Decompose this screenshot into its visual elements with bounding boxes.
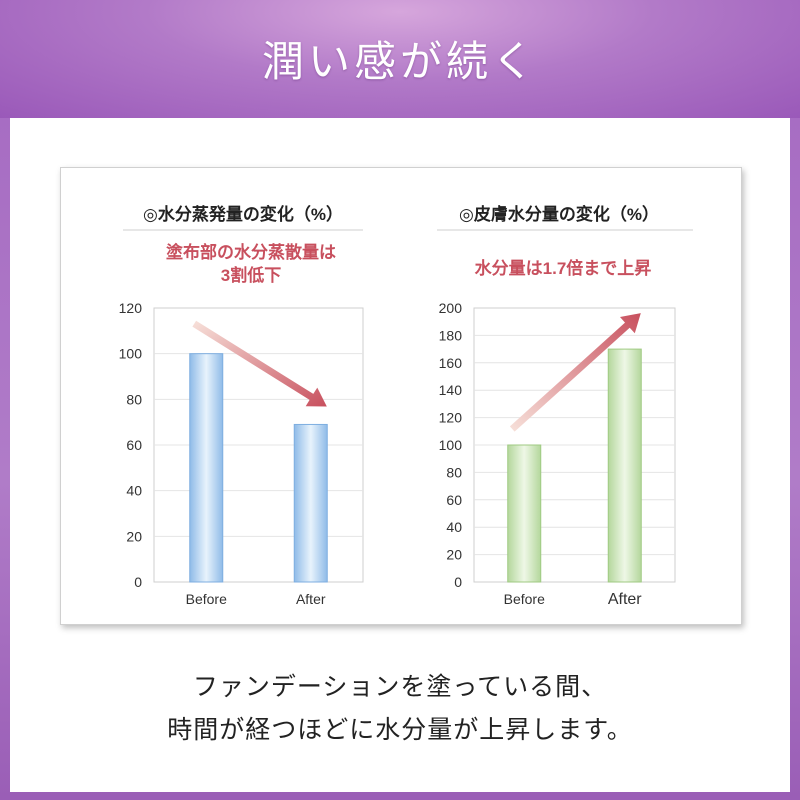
caption-line-2: 時間が経つほどに水分量が上昇します。: [167, 715, 633, 744]
chart2-ytick-label: 80: [446, 464, 462, 480]
chart1-annotation-1: 塗布部の水分蒸散量は: [166, 242, 336, 262]
chart1-annotation-2: 3割低下: [221, 265, 281, 285]
chart2-ytick-label: 100: [439, 437, 463, 453]
chart1-trend-arrow: [192, 320, 327, 407]
chart1-xtick-label: After: [296, 591, 326, 607]
chart2-trend-arrow: [509, 313, 641, 432]
header-banner: 潤い感が続く: [0, 0, 800, 118]
chart2-bar-after: [607, 348, 642, 583]
chart1-ytick-label: 40: [126, 483, 142, 499]
chart2-title: ◎皮膚水分量の変化（%）: [459, 204, 659, 224]
page-title: 潤い感が続く: [261, 37, 538, 86]
chart2-ytick-label: 0: [454, 574, 462, 590]
chart2-ytick-label: 180: [439, 327, 463, 343]
chart1-ytick-label: 80: [126, 391, 142, 407]
chart1-xtick-label: Before: [186, 591, 227, 607]
chart2-ytick-label: 160: [439, 355, 463, 371]
chart2-annotation-1: 水分量は1.7倍まで上昇: [475, 258, 652, 278]
chart1-ytick-label: 0: [134, 574, 142, 590]
chart1-title: ◎水分蒸発量の変化（%）: [143, 204, 343, 224]
chart1-ytick-label: 60: [126, 437, 142, 453]
chart2-xtick-label: After: [608, 591, 642, 608]
chart-card: ◎水分蒸発量の変化（%） 塗布部の水分蒸散量は 3割低下 0 20 40 60 80 100 12…: [60, 167, 742, 625]
charts-svg: ◎水分蒸発量の変化（%） 塗布部の水分蒸散量は 3割低下 0 20 40 60 80 100 12…: [119, 204, 693, 608]
chart2-ytick-label: 120: [439, 410, 463, 426]
chart2-xtick-label: Before: [504, 591, 545, 607]
chart2-ytick-label: 40: [446, 519, 462, 535]
chart1-bar-before: [189, 353, 224, 583]
chart1-ytick-label: 120: [119, 300, 143, 316]
chart1-ytick-label: 20: [126, 528, 142, 544]
chart1-ytick-label: 100: [119, 346, 143, 362]
caption-line-1: ファンデーションを塗っている間、: [192, 672, 608, 701]
chart2-bar-before: [507, 444, 542, 583]
chart2-ytick-label: 200: [439, 300, 463, 316]
chart1-bar-after: [293, 423, 328, 583]
chart2-ytick-label: 60: [446, 492, 462, 508]
chart2-ytick-label: 140: [439, 382, 463, 398]
chart2-ytick-label: 20: [446, 547, 462, 563]
